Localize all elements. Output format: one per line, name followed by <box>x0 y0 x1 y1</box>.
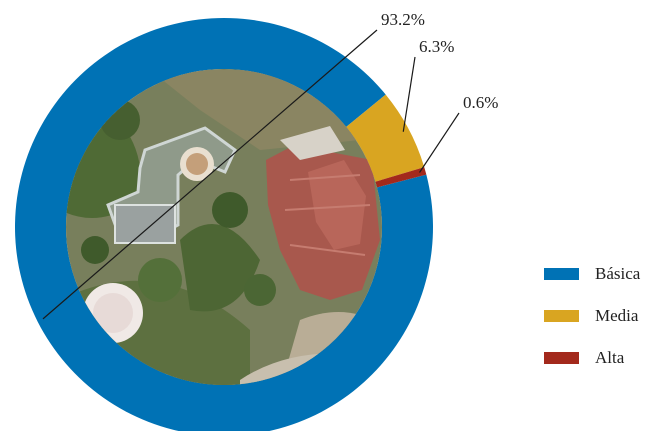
legend-item-alta: Alta <box>544 346 640 370</box>
leader-lines <box>42 29 460 320</box>
donut-slices <box>15 18 433 431</box>
legend-swatch-media <box>544 310 579 322</box>
aerial-photo <box>66 69 382 385</box>
legend-swatch-basica <box>544 268 579 280</box>
slice-labels: 93.2% 6.3% 0.6% <box>381 10 498 112</box>
legend-swatch-alta <box>544 352 579 364</box>
slice-label-basica: 93.2% <box>381 10 425 29</box>
legend-label-alta: Alta <box>595 348 625 367</box>
legend-label-media: Media <box>595 306 639 325</box>
slice-alta <box>375 167 427 188</box>
legend: Básica Media Alta <box>544 262 640 388</box>
slice-media <box>346 94 425 182</box>
legend-item-basica: Básica <box>544 262 640 286</box>
leader-line-2 <box>419 112 460 173</box>
slice-label-media: 6.3% <box>419 37 454 56</box>
leader-line-0 <box>42 29 378 320</box>
legend-label-basica: Básica <box>595 264 641 283</box>
slice-label-alta: 0.6% <box>463 93 498 112</box>
legend-item-media: Media <box>544 304 640 328</box>
leader-line-1 <box>402 56 416 132</box>
